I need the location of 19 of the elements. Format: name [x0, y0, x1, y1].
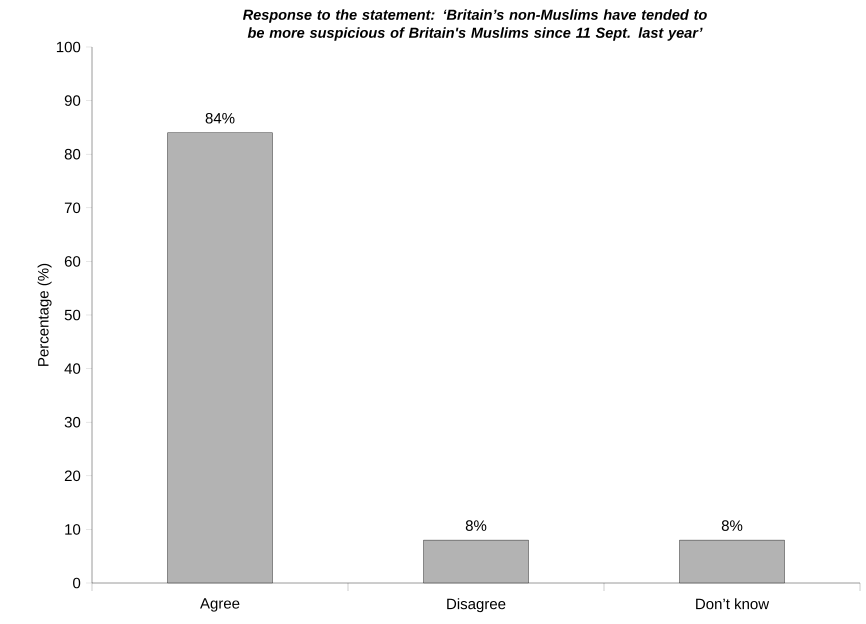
y-tick-label: 80 [64, 148, 80, 160]
x-tick-label: Disagree [447, 598, 506, 612]
y-axis-title: Percentage (%) [38, 264, 52, 366]
y-tick-label: 90 [64, 95, 80, 106]
data-label: 84% [206, 112, 234, 124]
x-tick-label: Don’t know [696, 598, 770, 610]
y-tick-label: 40 [64, 363, 80, 374]
y-tick-label: 50 [64, 310, 80, 320]
y-tick-label: 20 [64, 470, 80, 482]
data-label: 8% [722, 520, 742, 531]
y-tick-label: 0 [73, 578, 80, 588]
data-label: 8% [466, 520, 486, 531]
chart-title: Response to the statement: ‘Britain’s non-Muslims have tended to be more suspicious of Britain's Muslims since 11 Sept. last year’ [242, 9, 707, 41]
x-tick-label: Agree [200, 598, 240, 612]
y-tick-label: 100 [56, 42, 80, 52]
y-tick-label: 70 [64, 202, 80, 214]
y-tick-label: 30 [64, 416, 80, 428]
y-tick-label: 10 [65, 524, 80, 535]
y-tick-label: 60 [64, 256, 80, 267]
